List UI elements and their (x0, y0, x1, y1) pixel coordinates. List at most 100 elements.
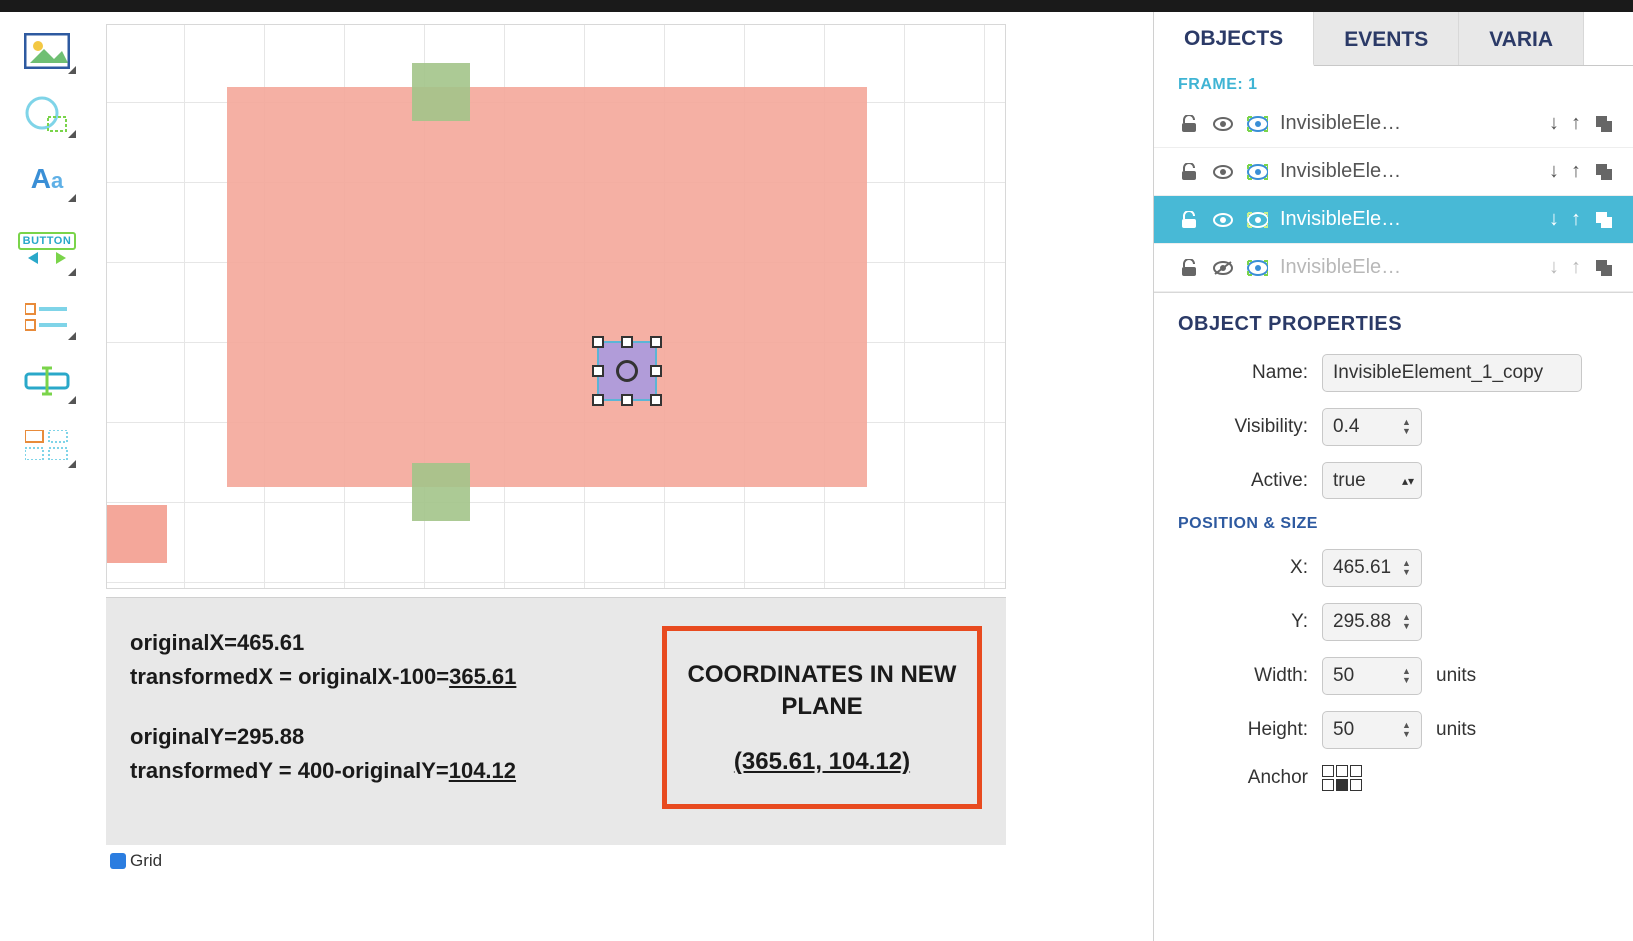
inspector-tabs: OBJECTS EVENTS VARIA (1154, 12, 1633, 66)
move-up-icon[interactable]: ↑ (1571, 256, 1581, 279)
annotation-text: originalX=465.61 transformedX = original… (130, 626, 622, 809)
x-label: X: (1178, 557, 1308, 579)
annotation-panel: originalX=465.61 transformedX = original… (106, 597, 1006, 845)
visibility-icon[interactable] (1212, 161, 1234, 183)
move-up-icon[interactable]: ↑ (1571, 208, 1581, 231)
resize-handle-bm[interactable] (621, 394, 633, 406)
resize-handle-mr[interactable] (650, 365, 662, 377)
canvas-area: originalX=465.61 transformedX = original… (94, 12, 1153, 941)
lock-icon[interactable] (1178, 161, 1200, 183)
object-name: InvisibleEle… (1280, 256, 1537, 279)
move-up-icon[interactable]: ↑ (1571, 112, 1581, 135)
name-label: Name: (1178, 362, 1308, 384)
anno-line-1: originalX=465.61 (130, 626, 622, 660)
position-section-label: POSITION & SIZE (1178, 515, 1609, 533)
resize-handle-tl[interactable] (592, 336, 604, 348)
resize-handle-br[interactable] (650, 394, 662, 406)
anno-line-3: originalY=295.88 (130, 720, 622, 754)
coordinates-box-title: COORDINATES IN NEW PLANE (685, 659, 959, 724)
object-row[interactable]: InvisibleEle… ↓ ↑ (1154, 244, 1633, 292)
button-arrows-icon (28, 252, 66, 264)
width-label: Width: (1178, 665, 1308, 687)
properties-title: OBJECT PROPERTIES (1178, 313, 1609, 336)
width-units: units (1436, 665, 1476, 687)
move-down-icon[interactable]: ↓ (1549, 160, 1559, 183)
small-salmon-square[interactable] (107, 505, 167, 563)
olive-square-top[interactable] (412, 63, 470, 121)
move-down-icon[interactable]: ↓ (1549, 112, 1559, 135)
target-icon[interactable] (1246, 113, 1268, 135)
height-units: units (1436, 719, 1476, 741)
duplicate-icon[interactable] (1593, 113, 1615, 135)
lock-icon[interactable] (1178, 209, 1200, 231)
list-tool[interactable] (16, 292, 78, 342)
target-icon[interactable] (1246, 161, 1268, 183)
anchor-picker[interactable] (1322, 765, 1362, 791)
resize-handle-tm[interactable] (621, 336, 633, 348)
move-up-icon[interactable]: ↑ (1571, 160, 1581, 183)
anno-line-4: transformedY = 400-originalY=104.12 (130, 754, 622, 788)
object-properties: OBJECT PROPERTIES Name: Visibility: ▲▼ A… (1154, 292, 1633, 817)
object-name: InvisibleEle… (1280, 208, 1537, 231)
resize-handle-ml[interactable] (592, 365, 604, 377)
object-row-selected[interactable]: InvisibleEle… ↓ ↑ (1154, 196, 1633, 244)
frame-label: FRAME: 1 (1154, 66, 1633, 100)
selected-object[interactable] (597, 341, 657, 401)
visibility-label: Visibility: (1178, 416, 1308, 438)
object-name: InvisibleEle… (1280, 112, 1537, 135)
lock-icon[interactable] (1178, 113, 1200, 135)
resize-handle-tr[interactable] (650, 336, 662, 348)
active-select[interactable]: true (1322, 462, 1422, 499)
image-icon (24, 33, 70, 69)
anchor-label: Anchor (1178, 767, 1308, 789)
button-tool[interactable]: BUTTON (16, 218, 78, 278)
text-icon: Aa (31, 163, 63, 195)
grid-checkbox[interactable] (110, 853, 126, 869)
anchor-circle-icon (616, 360, 638, 382)
visibility-icon[interactable] (1212, 209, 1234, 231)
object-row[interactable]: InvisibleEle… ↓ ↑ (1154, 148, 1633, 196)
stepper-icon[interactable]: ▲▼ (1402, 665, 1416, 687)
object-name: InvisibleEle… (1280, 160, 1537, 183)
stepper-icon[interactable]: ▲▼ (1402, 611, 1416, 633)
left-toolbar: Aa BUTTON (0, 12, 94, 941)
duplicate-icon[interactable] (1593, 209, 1615, 231)
tab-objects[interactable]: OBJECTS (1154, 12, 1314, 66)
move-down-icon[interactable]: ↓ (1549, 208, 1559, 231)
input-icon (24, 366, 70, 396)
olive-square-bottom[interactable] (412, 463, 470, 521)
salmon-rectangle[interactable] (227, 87, 867, 487)
lock-icon[interactable] (1178, 257, 1200, 279)
name-input[interactable] (1322, 354, 1582, 392)
duplicate-icon[interactable] (1593, 257, 1615, 279)
inspector-panel: OBJECTS EVENTS VARIA FRAME: 1 InvisibleE… (1153, 12, 1633, 941)
stepper-icon[interactable]: ▲▼ (1402, 416, 1416, 438)
duplicate-icon[interactable] (1593, 161, 1615, 183)
grid-tool[interactable] (16, 420, 78, 470)
stepper-icon[interactable]: ▲▼ (1402, 719, 1416, 741)
visibility-icon[interactable] (1212, 113, 1234, 135)
anno-line-2: transformedX = originalX-100=365.61 (130, 660, 622, 694)
text-tool[interactable]: Aa (16, 154, 78, 204)
grid-toggle-row: Grid (106, 851, 1153, 871)
tab-variables[interactable]: VARIA (1459, 12, 1584, 65)
object-row[interactable]: InvisibleEle… ↓ ↑ (1154, 100, 1633, 148)
resize-handle-bl[interactable] (592, 394, 604, 406)
tab-events[interactable]: EVENTS (1314, 12, 1459, 65)
shape-tool[interactable] (16, 90, 78, 140)
active-label: Active: (1178, 470, 1308, 492)
image-tool[interactable] (16, 26, 78, 76)
grid-checkbox-label: Grid (130, 851, 162, 870)
stepper-icon[interactable]: ▲▼ (1402, 557, 1416, 579)
canvas[interactable] (106, 24, 1006, 589)
coordinates-box-value: (365.61, 104.12) (685, 748, 959, 776)
target-icon[interactable] (1246, 209, 1268, 231)
list-icon (25, 302, 69, 332)
circle-icon (24, 95, 70, 135)
move-down-icon[interactable]: ↓ (1549, 256, 1559, 279)
object-list: InvisibleEle… ↓ ↑ InvisibleEle… ↓ ↑ (1154, 100, 1633, 292)
visibility-off-icon[interactable] (1212, 257, 1234, 279)
input-tool[interactable] (16, 356, 78, 406)
button-tool-label: BUTTON (18, 232, 77, 250)
target-icon[interactable] (1246, 257, 1268, 279)
